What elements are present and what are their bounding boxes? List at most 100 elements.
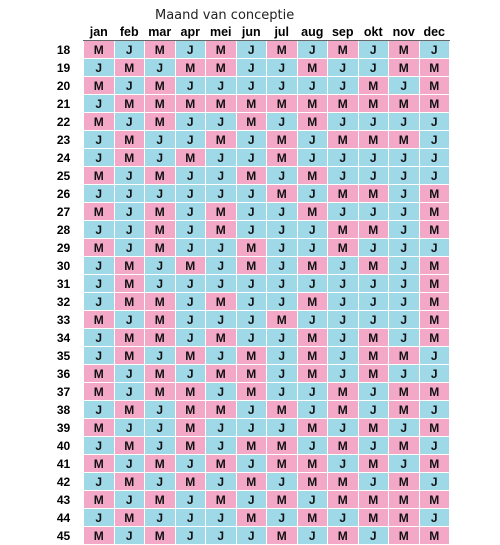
prediction-cell: J (235, 400, 267, 419)
prediction-cell: J (357, 166, 389, 185)
prediction-cell: M (388, 508, 420, 527)
prediction-cell: M (205, 94, 237, 113)
prediction-cell: J (174, 238, 206, 257)
prediction-cell: J (418, 238, 450, 257)
prediction-cell: J (113, 238, 145, 257)
prediction-cell: M (327, 130, 359, 149)
prediction-cell: J (266, 256, 298, 275)
prediction-cell: M (235, 256, 267, 275)
prediction-cell: M (144, 382, 176, 401)
prediction-cell: M (174, 256, 206, 275)
prediction-cell: M (296, 166, 328, 185)
prediction-cell: J (113, 526, 145, 545)
prediction-cell: J (327, 454, 359, 473)
prediction-cell: M (388, 400, 420, 419)
prediction-cell: J (357, 274, 389, 293)
prediction-cell: M (388, 58, 420, 77)
prediction-cell: J (357, 472, 389, 491)
age-cell: 29 (29, 238, 84, 257)
chart-title: Maand van conceptie (155, 8, 295, 23)
month-header-sep: sep (327, 22, 359, 41)
prediction-cell: J (327, 58, 359, 77)
prediction-cell: M (327, 472, 359, 491)
prediction-cell: M (174, 382, 206, 401)
prediction-cell: M (388, 526, 420, 545)
prediction-cell: M (83, 310, 115, 329)
prediction-cell: J (266, 112, 298, 131)
prediction-cell: J (235, 292, 267, 311)
prediction-cell: J (83, 58, 115, 77)
prediction-cell: J (83, 472, 115, 491)
prediction-cell: J (388, 328, 420, 347)
prediction-cell: J (327, 292, 359, 311)
prediction-cell: M (418, 58, 450, 77)
prediction-cell: J (388, 112, 420, 131)
prediction-cell: J (174, 184, 206, 203)
prediction-cell: M (113, 256, 145, 275)
prediction-cell: J (113, 202, 145, 221)
prediction-cell: J (327, 256, 359, 275)
prediction-cell: M (296, 58, 328, 77)
prediction-cell: J (205, 526, 237, 545)
table-row: 33 M J M J J J M J J J J M (29, 310, 450, 329)
prediction-cell: M (144, 454, 176, 473)
prediction-cell: J (83, 130, 115, 149)
table-row: 39 M J J M J J J M J M J M (29, 418, 450, 437)
table-row: 41 M J M J M J M M J M J M (29, 454, 450, 473)
prediction-cell: M (144, 364, 176, 383)
prediction-cell: M (174, 58, 206, 77)
prediction-cell: J (174, 130, 206, 149)
prediction-cell: J (205, 346, 237, 365)
prediction-cell: M (113, 274, 145, 293)
prediction-cell: J (418, 400, 450, 419)
prediction-cell: J (266, 202, 298, 221)
gender-prediction-table: jan feb mar apr mei jun jul aug sep okt nov dec 18 M… (29, 22, 450, 545)
prediction-cell: M (327, 382, 359, 401)
prediction-cell: J (266, 274, 298, 293)
prediction-cell: M (83, 454, 115, 473)
prediction-cell: M (235, 346, 267, 365)
prediction-cell: J (83, 292, 115, 311)
prediction-cell: J (327, 148, 359, 167)
prediction-cell: M (144, 526, 176, 545)
prediction-cell: J (235, 454, 267, 473)
prediction-cell: M (144, 220, 176, 239)
month-header-mar: mar (144, 22, 176, 41)
prediction-cell: J (144, 400, 176, 419)
prediction-cell: J (296, 40, 328, 59)
prediction-cell: J (266, 508, 298, 527)
prediction-cell: M (418, 382, 450, 401)
prediction-cell: M (266, 454, 298, 473)
prediction-cell: J (205, 310, 237, 329)
prediction-cell: J (83, 436, 115, 455)
prediction-cell: J (327, 202, 359, 221)
prediction-cell: M (357, 256, 389, 275)
table-row: 23 J M J J M J M J M M M J (29, 130, 450, 149)
prediction-cell: M (205, 220, 237, 239)
table-body: 18 M J M J M J M J M J M J 19 J M J M M J J M J J M M 20 M J M J J J J J J M… (29, 40, 450, 545)
prediction-cell: J (388, 238, 420, 257)
month-header-okt: okt (357, 22, 389, 41)
prediction-cell: J (388, 292, 420, 311)
prediction-cell: J (144, 58, 176, 77)
prediction-cell: J (266, 58, 298, 77)
prediction-cell: J (296, 400, 328, 419)
prediction-cell: J (357, 148, 389, 167)
prediction-cell: J (83, 94, 115, 113)
prediction-cell: J (144, 130, 176, 149)
prediction-cell: M (327, 436, 359, 455)
prediction-cell: J (327, 418, 359, 437)
prediction-cell: J (113, 220, 145, 239)
prediction-cell: M (144, 112, 176, 131)
prediction-cell: J (418, 130, 450, 149)
prediction-cell: J (174, 508, 206, 527)
prediction-cell: J (205, 148, 237, 167)
prediction-cell: J (327, 166, 359, 185)
prediction-cell: J (235, 130, 267, 149)
prediction-cell: M (174, 346, 206, 365)
prediction-cell: J (83, 400, 115, 419)
prediction-cell: M (235, 382, 267, 401)
prediction-cell: J (235, 76, 267, 95)
prediction-cell: M (235, 472, 267, 491)
prediction-cell: J (357, 202, 389, 221)
